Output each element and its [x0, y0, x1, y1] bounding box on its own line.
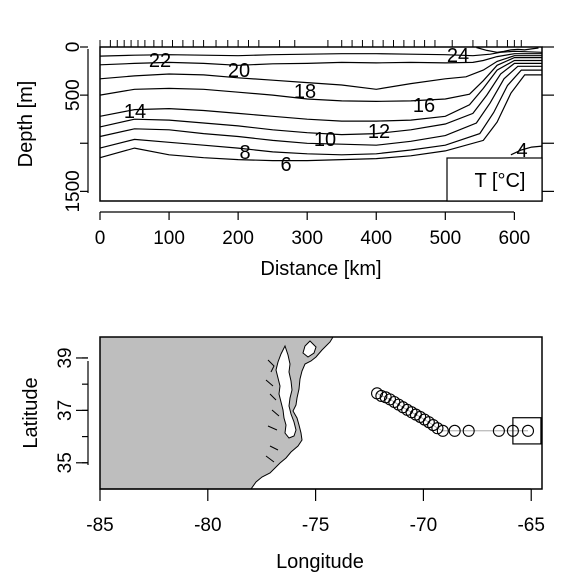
contour-line-24	[476, 46, 539, 53]
x-tick-label: -80	[194, 515, 221, 536]
y-tick-label: 1500	[63, 170, 84, 212]
contour-line-4	[510, 145, 543, 156]
station-points	[371, 387, 535, 437]
station-ticks	[99, 40, 522, 47]
x-axis: -85 -80 -75 -70 -65	[86, 488, 545, 536]
contour-line-20	[99, 53, 542, 66]
y-tick-label: 500	[63, 79, 84, 111]
contour-line-22	[99, 50, 543, 57]
contour-label-8: 8	[239, 142, 250, 164]
land-mass	[100, 337, 334, 489]
contour-label-4: 4	[516, 140, 527, 162]
x-tick-label: 200	[222, 228, 254, 249]
contour-line-12	[99, 62, 542, 136]
station-point	[521, 424, 535, 437]
y-axis-label: Depth [m]	[15, 81, 37, 168]
legend: T [°C]	[446, 157, 543, 202]
contour-line-10	[99, 65, 542, 146]
contour-label-14: 14	[124, 101, 146, 123]
y-tick-label: 35	[55, 452, 76, 473]
x-tick-label: 0	[95, 228, 106, 249]
x-tick-label: 100	[153, 228, 185, 249]
contour-label-6: 6	[280, 154, 291, 176]
contour-label-20: 20	[228, 60, 250, 82]
station-point	[462, 424, 475, 437]
y-axis-label: Latitude	[20, 377, 42, 448]
x-tick-label: 400	[360, 228, 392, 249]
x-tick-label: 600	[499, 228, 531, 249]
x-tick-label: -85	[86, 515, 113, 536]
station-point	[427, 419, 440, 432]
station-point	[448, 424, 461, 437]
x-tick-label: 300	[291, 228, 323, 249]
legend-label: T [°C]	[475, 170, 526, 192]
y-axis: 0 500 1500	[63, 42, 89, 213]
contour-line-8	[99, 69, 542, 156]
contour-label-24: 24	[447, 45, 469, 67]
temperature-section-panel: 22 20 18 16 14 12 10 8 6 4 24 T [°C] 0 10…	[15, 40, 554, 280]
station-point	[431, 422, 444, 435]
contour-label-12: 12	[368, 121, 390, 143]
y-tick-label: 37	[55, 400, 76, 421]
x-tick-label: -70	[410, 515, 437, 536]
contour-label-16: 16	[413, 95, 435, 117]
map-area	[100, 337, 334, 489]
x-tick-label: 500	[429, 228, 461, 249]
contour-line-14	[99, 59, 542, 122]
y-axis: 35 37 39	[55, 347, 89, 473]
contour-line-6	[99, 74, 542, 162]
highlight-box	[512, 417, 542, 445]
contour-label-group: 22 20 18 16 14 12 10 8 6 4 24	[124, 45, 528, 176]
chesapeake-bay	[275, 344, 297, 439]
contour-line-18	[99, 55, 542, 90]
y-axis-right-ticks	[542, 46, 554, 192]
station-point	[436, 424, 449, 437]
coastal-inlets	[265, 359, 280, 463]
contour-label-10: 10	[314, 129, 336, 151]
contour-line-16	[99, 56, 542, 103]
y-tick-label: 39	[55, 347, 76, 368]
delaware-bay	[302, 340, 317, 358]
contour-label-22: 22	[149, 50, 171, 72]
x-tick-label: -75	[302, 515, 329, 536]
legend-box	[446, 157, 543, 202]
contour-label-18: 18	[294, 81, 316, 103]
station-map-panel: -85 -80 -75 -70 -65 35 37 39 Longitude Latitud…	[20, 336, 545, 573]
x-tick-label: -65	[517, 515, 544, 536]
x-axis-label: Longitude	[276, 551, 364, 573]
section-plot-frame	[99, 46, 543, 202]
x-axis: 0 100 200 300 400 500 600	[95, 211, 531, 249]
contour-lines	[99, 46, 543, 162]
station-point	[492, 424, 505, 437]
y-tick-label: 0	[63, 42, 84, 53]
x-axis-label: Distance [km]	[260, 258, 381, 280]
